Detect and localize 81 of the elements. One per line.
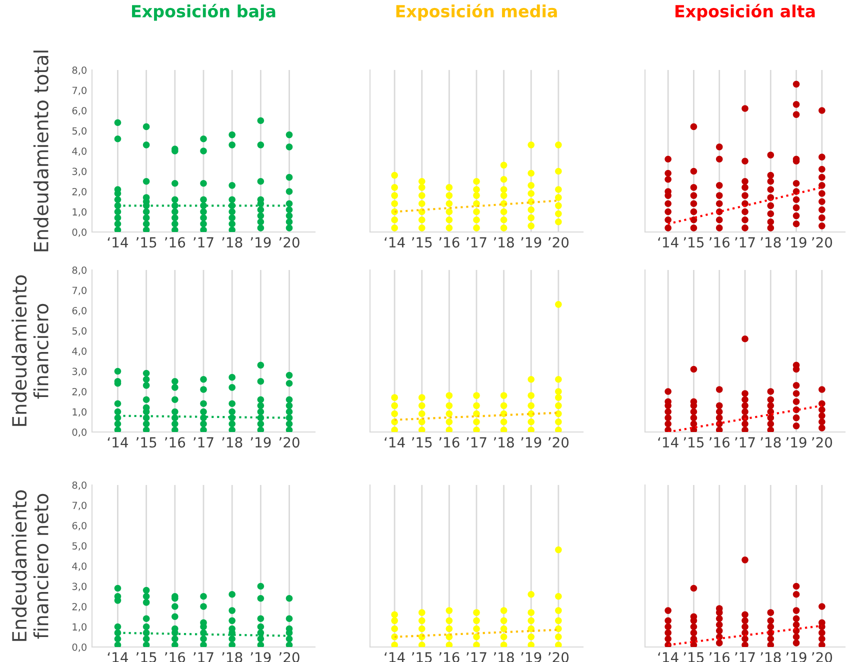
x-tick-label: ’17: [194, 237, 214, 248]
y-tick-label: 7,0: [72, 502, 86, 510]
x-tick-label: ‘14: [384, 652, 405, 662]
x-tick-label: ’16: [710, 237, 730, 248]
x-tick-label: ’20: [548, 237, 569, 248]
chart-title: Exposición baja: [132, 4, 276, 21]
x-tick-label: ’16: [710, 437, 730, 448]
x-tick-label: ’19: [521, 237, 542, 248]
x-tick-label: ’18: [494, 437, 514, 448]
x-tick-label: ’16: [165, 237, 186, 248]
x-tick-label: ’17: [735, 652, 755, 662]
x-tick-label: ’19: [250, 237, 271, 248]
x-tick-label: ’18: [760, 237, 781, 248]
y-axis-title: Endeudamiento financiero neto: [12, 490, 48, 641]
x-tick-label: ’15: [684, 437, 704, 448]
y-tick-label: 5,0: [72, 127, 86, 136]
x-tick-label: ’19: [250, 437, 271, 448]
y-tick-label: 0,0: [72, 428, 86, 437]
x-tick-label: ’15: [684, 237, 704, 248]
y-axis-title: Endeudamiento total: [33, 50, 48, 252]
y-tick-label: 2,0: [72, 602, 86, 612]
x-tick-label: ’20: [279, 437, 300, 448]
y-tick-label: 0,0: [72, 228, 86, 237]
y-tick-label: 2,0: [72, 188, 86, 196]
x-tick-label: ’18: [222, 237, 242, 248]
chart-title: Exposición media: [396, 4, 557, 21]
y-axis-title: Endeudamiento financiero: [12, 275, 48, 426]
x-tick-label: ’20: [812, 237, 832, 248]
x-tick-label: ‘14: [384, 237, 405, 248]
x-tick-label: ‘14: [384, 437, 405, 448]
x-tick-label: ‘14: [108, 652, 128, 662]
y-tick-label: 5,0: [72, 542, 86, 551]
y-tick-label: 8,0: [72, 481, 86, 490]
y-tick-label: 6,0: [72, 522, 86, 530]
x-tick-label: ’17: [735, 237, 755, 248]
x-tick-label: ’18: [494, 237, 514, 248]
x-tick-label: ’17: [466, 652, 486, 662]
y-tick-label: 1,0: [72, 408, 86, 417]
x-tick-label: ’20: [812, 437, 832, 448]
y-tick-label: 0,0: [72, 643, 86, 652]
x-tick-label: ’16: [165, 437, 186, 448]
y-tick-label: 3,0: [72, 168, 86, 176]
x-tick-label: ’19: [521, 437, 542, 448]
y-tick-label: 6,0: [72, 106, 86, 116]
x-tick-label: ‘14: [658, 237, 678, 248]
x-tick-label: ‘14: [658, 652, 678, 662]
x-tick-label: ’17: [466, 437, 486, 448]
x-tick-label: ‘14: [108, 437, 128, 448]
x-tick-label: ’17: [194, 652, 214, 662]
y-tick-label: 6,0: [72, 306, 86, 316]
x-tick-label: ’16: [439, 437, 460, 448]
x-tick-label: ’20: [279, 237, 300, 248]
y-tick-label: 3,0: [72, 582, 86, 592]
x-tick-label: ‘14: [108, 237, 128, 248]
x-tick-label: ’17: [194, 437, 214, 448]
y-tick-label: 4,0: [72, 562, 86, 571]
x-tick-label: ’15: [136, 437, 156, 448]
y-tick-label: 1,0: [72, 208, 86, 217]
x-tick-label: ’18: [760, 437, 781, 448]
x-tick-label: ’17: [466, 237, 486, 248]
y-tick-label: 2,0: [72, 388, 86, 396]
x-tick-label: ‘14: [658, 437, 678, 448]
x-tick-label: ’19: [786, 237, 806, 248]
y-tick-label: 7,0: [72, 86, 86, 96]
x-tick-label: ’20: [548, 437, 569, 448]
y-tick-label: 8,0: [72, 66, 86, 75]
x-tick-label: ’15: [412, 437, 432, 448]
y-tick-label: 1,0: [72, 623, 86, 632]
y-tick-label: 5,0: [72, 327, 86, 336]
y-tick-label: 4,0: [72, 347, 86, 356]
y-tick-label: 4,0: [72, 147, 86, 156]
y-tick-label: 7,0: [72, 286, 86, 296]
x-tick-label: ’15: [412, 237, 432, 248]
x-tick-label: ’16: [439, 237, 460, 248]
x-tick-label: ’19: [786, 437, 806, 448]
y-tick-label: 3,0: [72, 368, 86, 376]
x-tick-label: ’15: [136, 237, 156, 248]
y-tick-label: 8,0: [72, 266, 86, 275]
x-tick-label: ’17: [735, 437, 755, 448]
chart-title: Exposición alta: [676, 4, 815, 21]
x-tick-label: ’18: [222, 437, 242, 448]
